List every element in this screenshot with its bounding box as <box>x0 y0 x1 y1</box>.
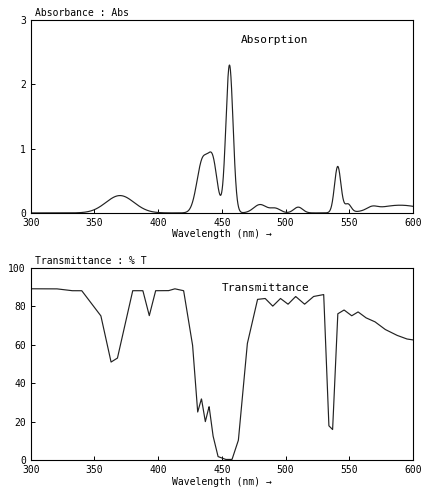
X-axis label: Wavelength (nm) →: Wavelength (nm) → <box>172 229 272 239</box>
Text: Absorbance : Abs: Absorbance : Abs <box>35 8 129 18</box>
X-axis label: Wavelength (nm) →: Wavelength (nm) → <box>172 477 272 487</box>
Text: Transmittance: Transmittance <box>222 283 310 293</box>
Text: Absorption: Absorption <box>241 36 308 46</box>
Text: Transmittance : % T: Transmittance : % T <box>35 255 146 266</box>
